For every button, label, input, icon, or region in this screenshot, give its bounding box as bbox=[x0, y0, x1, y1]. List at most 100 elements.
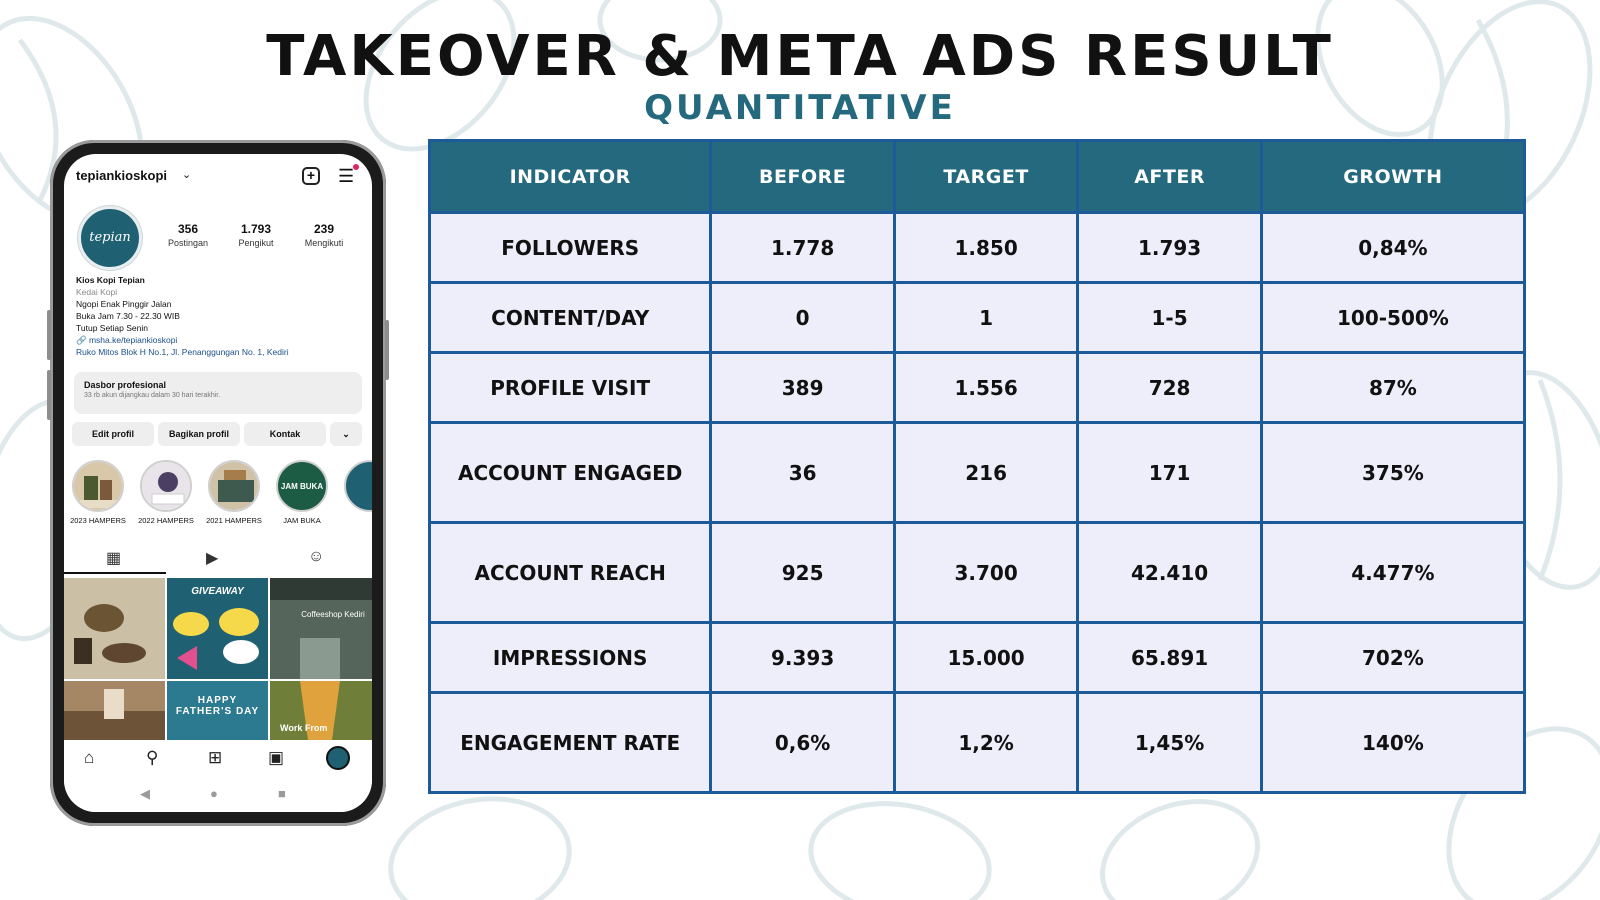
highlight-2023-hampers[interactable]: 2023 HAMPERS bbox=[66, 460, 130, 525]
stat-followers[interactable]: 1.793 Pengikut bbox=[224, 222, 288, 248]
highlight-label: 2022 HAMPERS bbox=[138, 516, 194, 525]
stat-following[interactable]: 239 Mengikuti bbox=[292, 222, 356, 248]
avatar[interactable]: tepian bbox=[78, 206, 142, 270]
growth-cell: 87% bbox=[1259, 351, 1527, 424]
dashboard-title: Dasbor profesional bbox=[84, 380, 167, 390]
post-image bbox=[270, 681, 372, 740]
chevron-down-icon: ⌄ bbox=[342, 429, 350, 439]
dashboard-subtitle: 33 rb akun dijangkau dalam 30 hari terak… bbox=[84, 392, 221, 399]
stat-followers-label: Pengikut bbox=[238, 238, 274, 248]
indicator-cell: PROFILE VISIT bbox=[427, 351, 713, 424]
stat-posts[interactable]: 356 Postingan bbox=[156, 222, 220, 248]
before-cell: 36 bbox=[709, 421, 896, 524]
table-row: ACCOUNT ENGAGED 36 216 171 375% bbox=[427, 421, 1527, 524]
highlight-cover bbox=[344, 460, 372, 512]
giveaway-text: GIVEAWAY bbox=[191, 586, 244, 597]
highlight-2021-hampers[interactable]: 2021 HAMPERS bbox=[202, 460, 266, 525]
instagram-profile-screen: tepiankioskopi ⌄ + ☰ tepian 356 Postinga… bbox=[64, 154, 372, 812]
bio-name: Kios Kopi Tepian bbox=[76, 275, 145, 285]
after-cell: 1,45% bbox=[1076, 691, 1263, 794]
menu-icon[interactable]: ☰ bbox=[338, 166, 355, 186]
stat-posts-value: 356 bbox=[177, 222, 199, 236]
post-image bbox=[64, 681, 165, 740]
after-cell: 171 bbox=[1076, 421, 1263, 524]
add-post-icon[interactable]: + bbox=[302, 167, 320, 185]
jam-buka-cover: JAM BUKA bbox=[276, 460, 328, 512]
expand-button[interactable]: ⌄ bbox=[330, 422, 362, 446]
highlight-partial[interactable] bbox=[338, 460, 372, 512]
home-button-icon[interactable]: ● bbox=[210, 786, 218, 801]
indicator-cell: CONTENT/DAY bbox=[427, 281, 713, 354]
search-icon[interactable]: ⚲ bbox=[146, 748, 159, 767]
profile-header: tepiankioskopi ⌄ + ☰ bbox=[76, 164, 360, 190]
tagged-icon[interactable]: ☺ bbox=[308, 548, 325, 565]
post-thumbnail[interactable]: Coffeeshop Kediri bbox=[270, 578, 372, 679]
before-cell: 0 bbox=[709, 281, 896, 354]
highlight-jam-buka[interactable]: JAM BUKA JAM BUKA bbox=[270, 460, 334, 525]
growth-cell: 0,84% bbox=[1259, 211, 1527, 284]
android-navigation-bar: ◀ ● ■ bbox=[64, 778, 372, 812]
stat-following-value: 239 bbox=[313, 222, 335, 236]
work-from-text: Work From bbox=[280, 723, 328, 733]
post-thumbnail[interactable] bbox=[64, 578, 165, 679]
home-icon[interactable]: ⌂ bbox=[84, 748, 95, 767]
target-cell: 1.556 bbox=[892, 351, 1080, 424]
share-profile-button[interactable]: Bagikan profil bbox=[158, 422, 240, 446]
before-cell: 389 bbox=[709, 351, 896, 424]
before-cell: 1.778 bbox=[709, 211, 896, 284]
profile-icon[interactable] bbox=[326, 746, 350, 770]
post-thumbnail[interactable]: HAPPY FATHER'S DAY bbox=[167, 681, 268, 740]
chevron-down-icon[interactable]: ⌄ bbox=[182, 169, 192, 181]
bottom-navigation: ⌂ ⚲ ⊞ ▣ bbox=[64, 740, 372, 778]
table-row: ENGAGEMENT RATE 0,6% 1,2% 1,45% 140% bbox=[427, 691, 1527, 794]
post-thumbnail[interactable]: Work From bbox=[270, 681, 372, 740]
reels-tab-icon[interactable]: ▶ bbox=[206, 550, 219, 567]
hampers-image bbox=[210, 462, 258, 510]
reels-icon[interactable]: ▣ bbox=[268, 748, 285, 767]
before-cell: 9.393 bbox=[709, 621, 896, 694]
profile-bio: Kios Kopi Tepian Kedai Kopi Ngopi Enak P… bbox=[76, 274, 360, 358]
before-cell: 0,6% bbox=[709, 691, 896, 794]
notification-dot bbox=[353, 164, 359, 170]
before-cell: 925 bbox=[709, 521, 896, 624]
highlight-cover bbox=[140, 460, 192, 512]
post-grid: GIVEAWAY Coffeeshop Kediri HAPPY FATHER'… bbox=[64, 578, 372, 740]
growth-cell: 702% bbox=[1259, 621, 1527, 694]
edit-profile-button[interactable]: Edit profil bbox=[72, 422, 154, 446]
indicator-cell: ACCOUNT REACH bbox=[427, 521, 713, 624]
profile-username[interactable]: tepiankioskopi bbox=[76, 168, 168, 183]
bio-address[interactable]: Ruko Mitos Blok H No.1, Jl. Penanggungan… bbox=[76, 347, 289, 357]
highlight-label: 2021 HAMPERS bbox=[206, 516, 262, 525]
back-icon[interactable]: ◀ bbox=[140, 786, 150, 801]
link-icon: 🔗 bbox=[76, 335, 89, 345]
target-cell: 15.000 bbox=[892, 621, 1080, 694]
bio-line: Buka Jam 7.30 - 22.30 WIB bbox=[76, 311, 180, 321]
indicator-cell: FOLLOWERS bbox=[427, 211, 713, 284]
recents-icon[interactable]: ■ bbox=[278, 786, 286, 801]
highlight-label: 2023 HAMPERS bbox=[70, 516, 126, 525]
header-before: BEFORE bbox=[709, 139, 896, 214]
contact-button[interactable]: Kontak bbox=[244, 422, 326, 446]
highlight-cover bbox=[208, 460, 260, 512]
post-thumbnail[interactable] bbox=[64, 681, 165, 740]
highlight-2022-hampers[interactable]: 2022 HAMPERS bbox=[134, 460, 198, 525]
professional-dashboard[interactable]: Dasbor profesional 33 rb akun dijangkau … bbox=[74, 372, 362, 414]
bio-category: Kedai Kopi bbox=[76, 287, 118, 297]
highlight-label: JAM BUKA bbox=[283, 516, 321, 525]
phone-side-button bbox=[47, 310, 51, 360]
post-thumbnail[interactable]: GIVEAWAY bbox=[167, 578, 268, 679]
header-growth: GROWTH bbox=[1259, 139, 1527, 214]
bio-line: Tutup Setiap Senin bbox=[76, 323, 148, 333]
post-image bbox=[64, 578, 165, 679]
after-cell: 728 bbox=[1076, 351, 1263, 424]
highlight-cover bbox=[72, 460, 124, 512]
bio-link-text: msha.ke/tepiankioskopi bbox=[88, 335, 178, 345]
grid-icon[interactable]: ▦ bbox=[106, 550, 122, 567]
target-cell: 1 bbox=[892, 281, 1080, 354]
create-icon[interactable]: ⊞ bbox=[208, 748, 223, 767]
active-tab-indicator bbox=[64, 572, 166, 574]
bio-link[interactable]: 🔗 msha.ke/tepiankioskopi bbox=[76, 334, 360, 346]
target-cell: 1,2% bbox=[892, 691, 1080, 794]
phone-power-button bbox=[385, 320, 389, 380]
stat-following-label: Mengikuti bbox=[304, 238, 344, 248]
